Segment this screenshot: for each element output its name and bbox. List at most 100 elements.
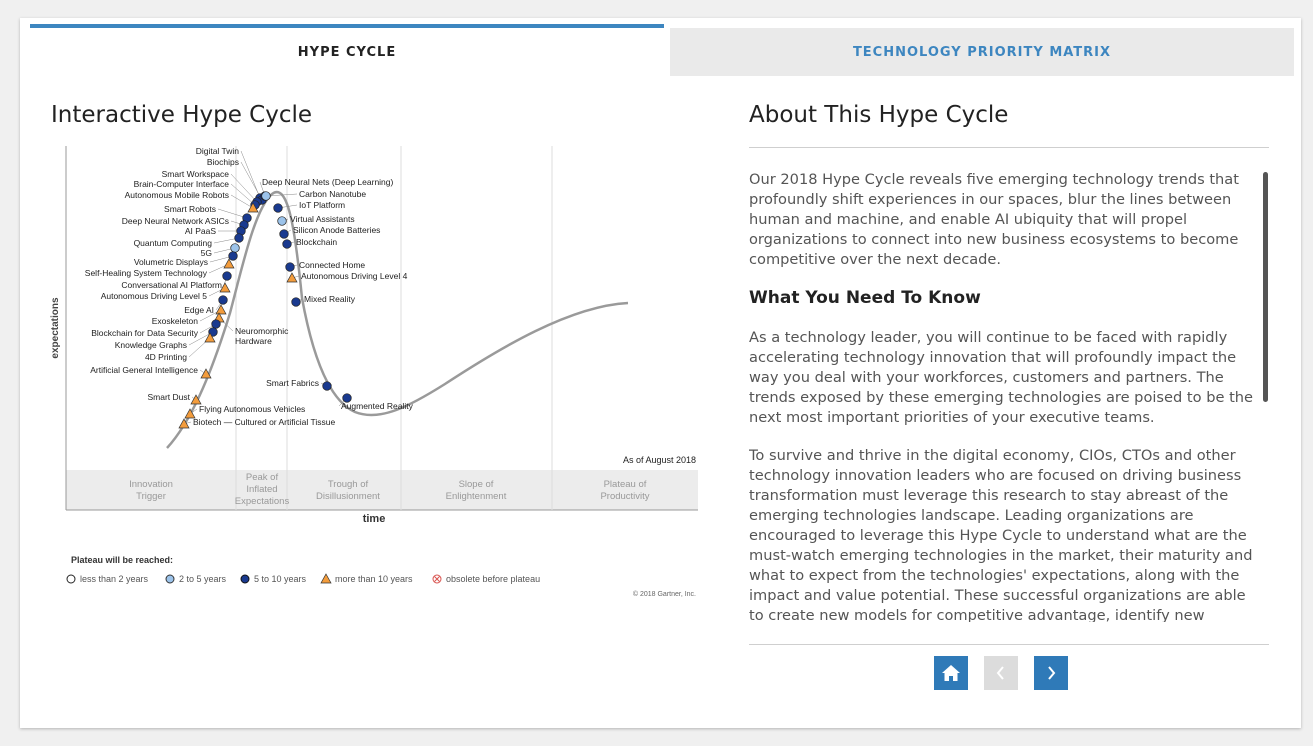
point-label[interactable]: Mixed Reality [304,294,356,304]
point-label[interactable]: Artificial General Intelligence [90,365,198,375]
data-point[interactable] [273,203,283,213]
data-point[interactable] [234,233,244,243]
point-label[interactable]: Digital Twin [196,146,240,156]
leader-line [265,193,298,197]
data-point[interactable] [219,282,231,293]
point-label[interactable]: Smart Robots [164,204,216,214]
chevron-left-icon [996,666,1004,680]
previous-button[interactable] [984,656,1018,690]
data-point[interactable] [285,262,295,272]
legend-marker-5-to-10 [240,574,250,584]
hype-cycle-chart: Digital Twin Biochips Smart Workspace Brain… [50,138,710,608]
point-label[interactable]: Self-Healing System Technology [85,268,208,278]
data-point[interactable] [261,191,271,201]
point-label[interactable]: Flying Autonomous Vehicles [199,404,305,414]
data-point[interactable] [282,239,292,249]
chart-section-title: Interactive Hype Cycle [51,102,313,128]
plot-frame [65,146,698,511]
point-label[interactable]: Autonomous Driving Level 4 [301,271,408,281]
leader-line [240,150,261,199]
legend-marker-2-to-5 [165,574,175,584]
data-point[interactable] [322,381,332,391]
chevron-right-icon [1048,666,1056,680]
point-label[interactable]: Exoskeleton [152,316,199,326]
legend-item: more than 10 years [335,574,413,584]
data-point[interactable] [228,251,238,261]
data-point[interactable] [178,418,190,429]
point-label[interactable]: Augmented Reality [341,401,414,411]
home-icon [942,665,960,681]
point-label[interactable]: Autonomous Driving Level 5 [101,291,208,301]
tab-technology-priority-matrix[interactable]: TECHNOLOGY PRIORITY MATRIX [670,28,1294,76]
data-point[interactable] [200,368,212,379]
point-label[interactable]: Silicon Anode Batteries [293,225,380,235]
point-label[interactable]: Carbon Nanotube [299,189,366,199]
point-label[interactable]: Neuromorphic [235,326,289,336]
data-point[interactable] [215,304,227,315]
data-point[interactable] [291,297,301,307]
about-content[interactable]: Our 2018 Hype Cycle reveals five emergin… [749,170,1254,622]
point-label[interactable]: Connected Home [299,260,365,270]
point-label[interactable]: Deep Neural Nets (Deep Learning) [262,177,394,187]
point-label[interactable]: Hardware [235,336,272,346]
point-label[interactable]: 4D Printing [145,352,187,362]
point-label[interactable]: Biotech — Cultured or Artificial Tissue [193,417,335,427]
data-point[interactable] [277,216,287,226]
data-point[interactable] [230,243,240,253]
point-label[interactable]: Knowledge Graphs [115,340,187,350]
data-point[interactable] [286,272,298,283]
tab-bar: HYPE CYCLE TECHNOLOGY PRIORITY MATRIX [30,24,1294,76]
point-label[interactable]: Brain-Computer Interface [134,179,230,189]
point-label[interactable]: 5G [201,248,212,258]
data-point[interactable] [223,258,235,269]
data-point[interactable] [342,393,352,403]
point-label[interactable]: Smart Fabrics [266,378,319,388]
point-label[interactable]: Autonomous Mobile Robots [125,190,229,200]
phase-label: Disillusionment [316,491,380,502]
y-axis-label: expectations [50,297,61,359]
point-label[interactable]: Biochips [207,157,239,167]
data-point[interactable] [279,229,289,239]
data-point[interactable] [222,271,232,281]
divider-top [749,147,1269,148]
scrollbar-thumb[interactable] [1263,172,1268,402]
app-frame: HYPE CYCLE TECHNOLOGY PRIORITY MATRIX In… [20,18,1301,728]
as-of-label: As of August 2018 [623,455,696,465]
phase-label: Inflated [246,484,277,495]
point-label[interactable]: Smart Workspace [162,169,230,179]
about-paragraph: To survive and thrive in the digital eco… [749,447,1253,622]
data-point[interactable] [247,202,259,213]
leader-line [217,208,248,219]
phase-label: Peak of [246,472,279,483]
point-label[interactable]: Smart Dust [147,392,190,402]
legend-marker-more-than-10 [320,573,332,584]
data-point[interactable] [190,394,202,405]
data-point[interactable] [184,408,196,419]
hype-curve [166,190,629,449]
data-point[interactable] [204,332,216,343]
point-label[interactable]: Edge AI [184,305,214,315]
point-label[interactable]: Quantum Computing [134,238,213,248]
point-label[interactable]: IoT Platform [299,200,345,210]
data-point[interactable] [211,319,221,329]
next-button[interactable] [1034,656,1068,690]
home-button[interactable] [934,656,968,690]
leader-line [230,183,256,206]
point-label[interactable]: AI PaaS [185,226,217,236]
about-heading: What You Need To Know [749,288,981,308]
point-label[interactable]: Volumetric Displays [134,257,208,267]
data-point[interactable] [218,295,228,305]
point-label[interactable]: Deep Neural Network ASICs [122,216,229,226]
about-paragraph: As a technology leader, you will continu… [749,329,1254,426]
phase-label: Enlightenment [446,491,507,502]
phase-label: Trigger [136,491,166,502]
point-label[interactable]: Blockchain [296,237,337,247]
point-label[interactable]: Blockchain for Data Security [91,328,199,338]
legend: less than 2 years 2 to 5 years 5 to 10 y… [66,573,540,584]
about-title: About This Hype Cycle [749,102,1009,128]
point-label[interactable]: Virtual Assistants [290,214,355,224]
point-label[interactable]: Conversational AI Platform [121,280,222,290]
tab-hype-cycle[interactable]: HYPE CYCLE [30,24,664,76]
